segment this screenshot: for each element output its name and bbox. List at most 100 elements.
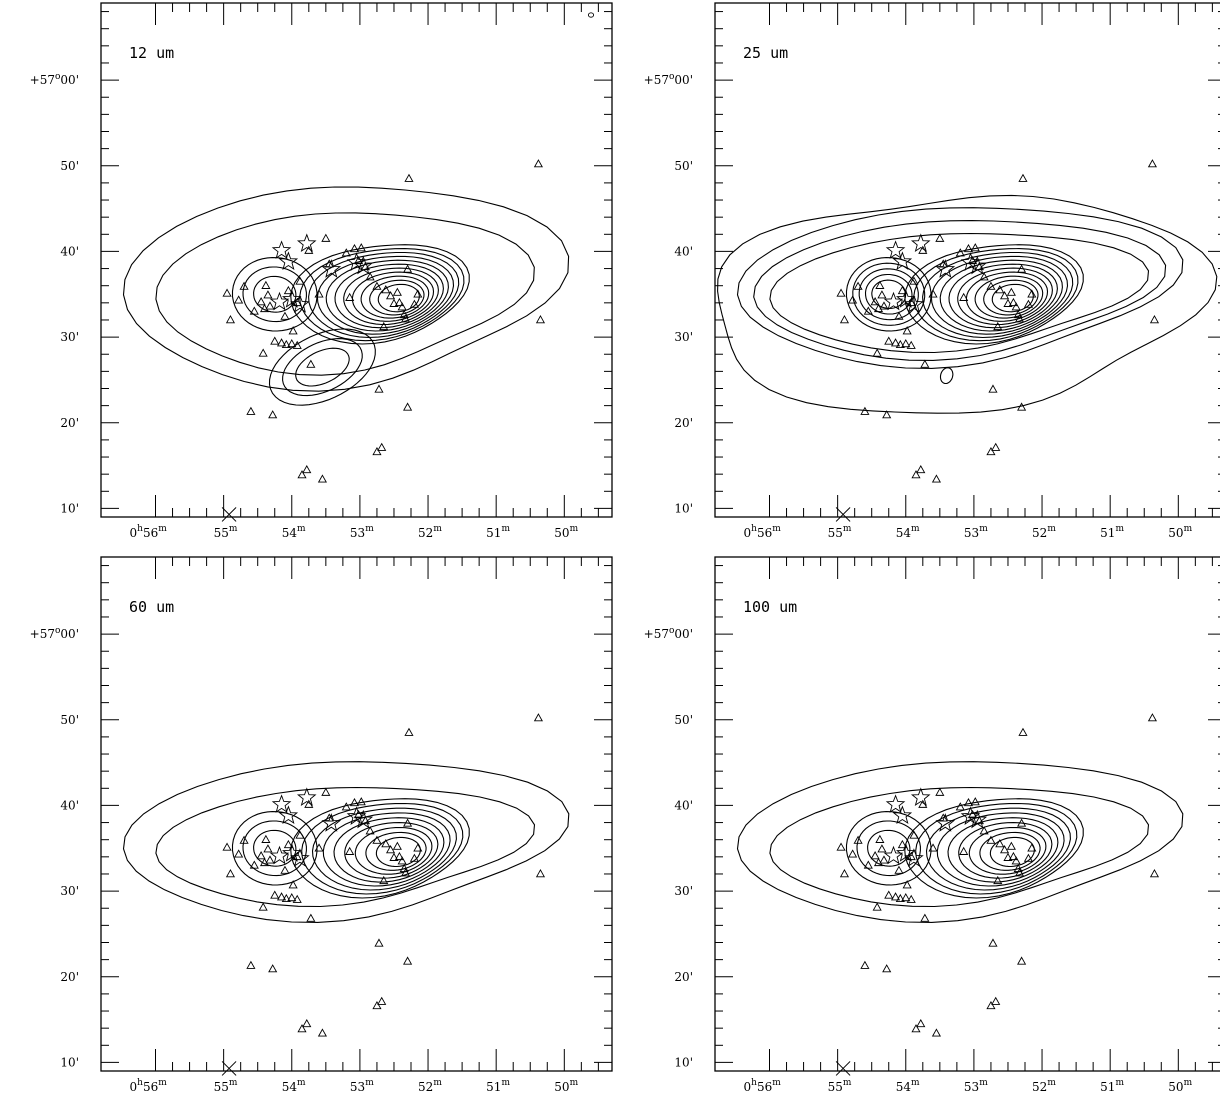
source-triangle [377,442,387,451]
y-tick-label: 50' [674,159,693,173]
source-triangle [890,338,901,347]
source-triangle [1017,818,1027,827]
source-triangle [935,233,945,242]
x-tick-label: 52m [1032,524,1056,540]
source-triangle [911,470,921,479]
x-tick-label: 52m [1032,1078,1056,1094]
source-triangle [394,851,404,861]
source-triangle [270,336,280,345]
source-triangle [909,830,919,839]
source-triangle [894,311,904,320]
x-tick-label: 0h56m [130,1078,168,1094]
source-star [904,294,924,313]
source-triangle [1006,287,1016,296]
source-triangle [403,818,413,827]
source-triangle [321,787,331,796]
source-triangle [986,446,996,456]
source-triangle [372,446,382,456]
source-triangle [413,843,423,852]
source-triangle [848,295,858,304]
source-triangle [993,875,1003,885]
contour-line [322,812,451,887]
x-tick-label: 55m [214,524,238,540]
source-star [321,813,342,832]
x-tick-label: 54m [896,524,920,540]
source-triangle [860,406,870,415]
contour-line [268,328,376,406]
source-triangle [895,339,905,349]
source-star [269,845,290,865]
contour-line [253,829,297,867]
source-triangle [356,243,366,252]
contour-line [365,831,427,871]
source-triangle [836,842,846,851]
y-tick-label: 40' [674,244,693,258]
source-triangle [280,865,290,874]
source-triangle [234,849,244,858]
source-triangle [292,894,302,903]
contour-line [871,279,907,309]
source-triangle [341,802,351,811]
source-star [895,843,916,862]
contour-envelope [122,186,570,392]
contour-line [939,367,954,385]
source-triangle [365,272,375,281]
source-triangle [1014,868,1025,877]
x-tick-label: 51m [486,524,510,540]
x-tick-label: 50m [554,524,578,540]
x-tick-label: 50m [554,1078,578,1094]
source-triangle [256,297,266,306]
y-tick-label: 20' [674,416,693,430]
y-tick-label: 30' [674,330,693,344]
contour-line [845,811,932,886]
source-triangle [281,339,291,349]
source-triangle [1008,851,1018,861]
source-triangle [535,869,546,878]
x-tick-label: 53m [350,524,374,540]
source-star [892,805,913,825]
contour-line [311,807,457,891]
source-star [883,291,904,311]
contour-envelope [736,207,1184,369]
contour-line [375,836,421,868]
source-triangle [967,255,978,265]
beam-marker [587,12,595,18]
contour-line [282,338,363,397]
contour-envelope [122,761,570,923]
source-triangle [372,1000,382,1010]
source-triangle [902,880,912,889]
x-tick-label: 55m [828,524,852,540]
y-tick-label: 10' [674,501,693,515]
source-triangle [404,727,414,736]
source-triangle [882,964,892,973]
source-triangle [909,276,919,285]
contour-line [968,826,1047,875]
source-triangle [920,359,930,368]
y-tick-label: 50' [60,713,79,727]
source-star [271,240,292,259]
source-triangle [379,321,389,331]
contour-line [856,820,921,877]
source-star [281,289,302,308]
source-triangle [1149,315,1160,324]
source-triangle [341,248,351,257]
source-triangle [1027,289,1037,298]
source-triangle [1014,314,1025,323]
source-triangle [400,314,411,323]
source-triangle [270,890,280,899]
y-tick-label: 10' [60,501,79,515]
x-tick-label: 51m [486,1078,510,1094]
source-star [960,252,981,271]
source-triangle [403,402,413,411]
source-triangle [381,285,391,294]
source-triangle [263,844,273,853]
x-tick-label: 54m [282,1078,306,1094]
source-triangle [295,276,305,285]
source-triangle [1008,297,1018,307]
panel-title: 60 um [129,598,174,616]
source-triangle [1003,298,1013,307]
source-triangle [314,843,324,852]
source-triangle [995,839,1005,848]
source-triangle [931,474,941,483]
source-triangle [314,289,324,298]
